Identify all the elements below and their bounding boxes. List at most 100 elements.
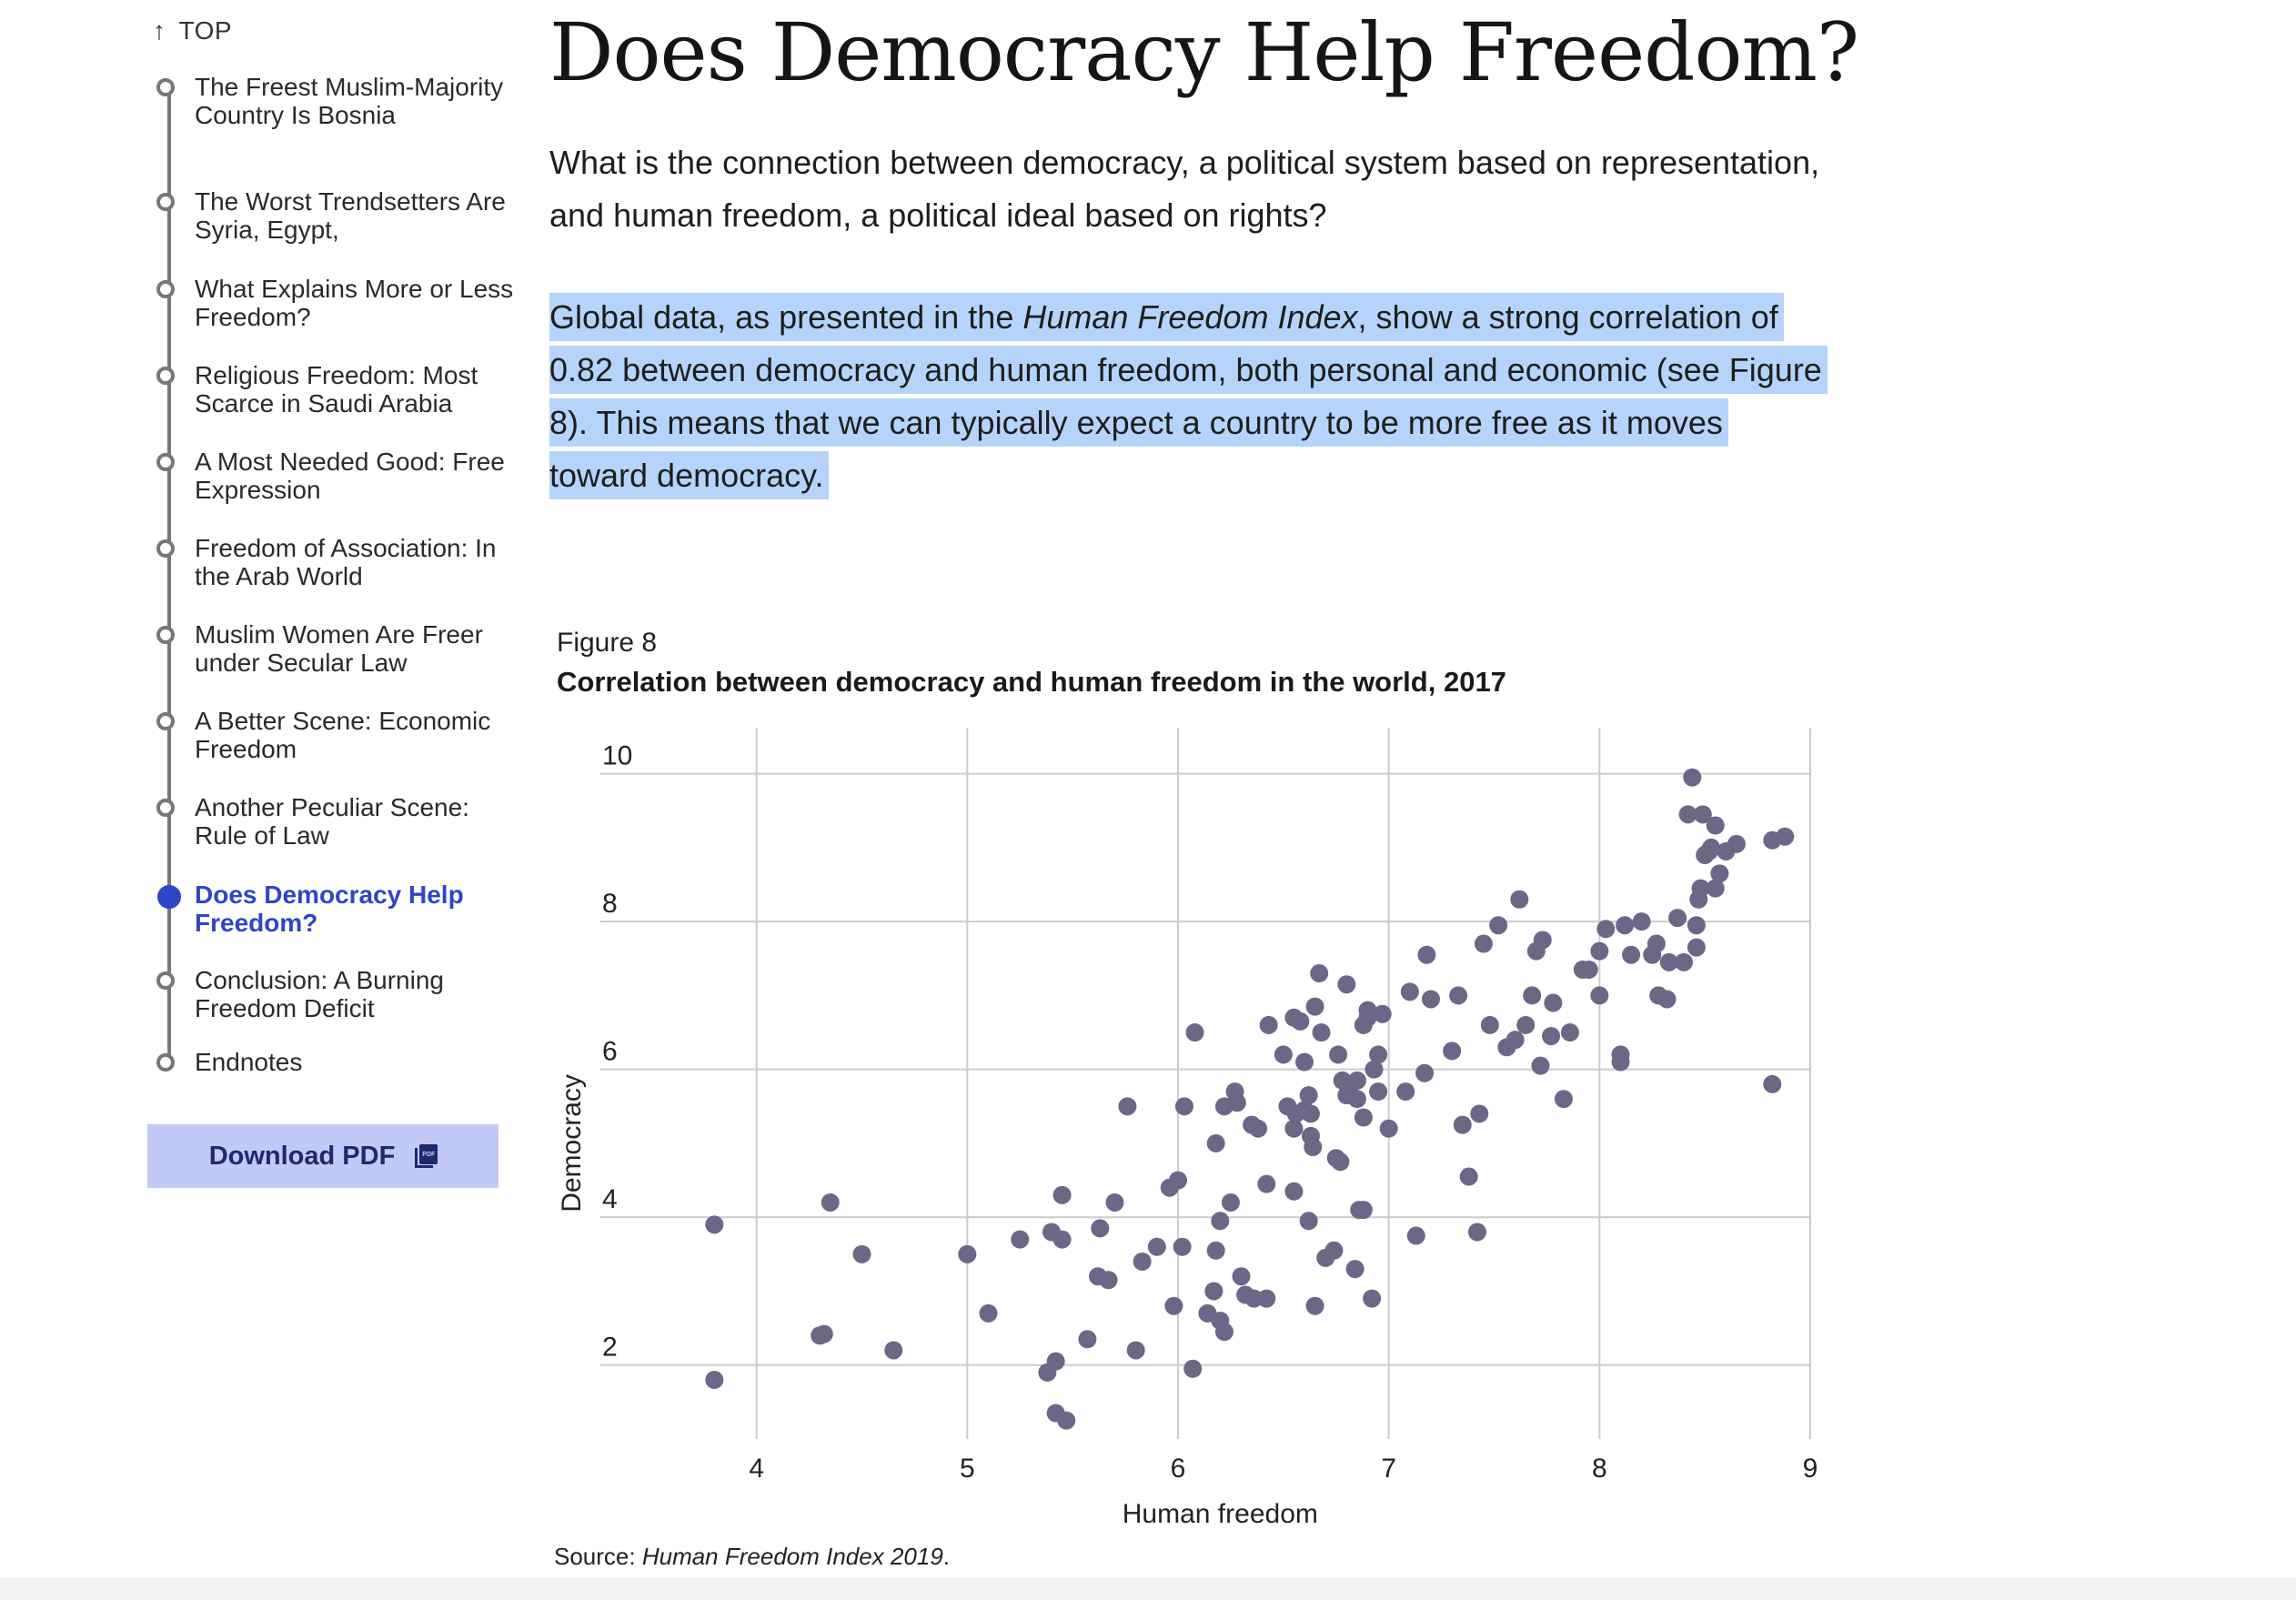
toc-dot-icon <box>156 626 175 644</box>
data-point <box>1257 1174 1276 1193</box>
data-point <box>1659 952 1678 971</box>
data-point <box>1369 1082 1388 1102</box>
data-point <box>1406 1226 1425 1245</box>
data-point <box>1305 1296 1324 1315</box>
data-point <box>1345 1260 1365 1279</box>
data-point <box>1052 1230 1072 1249</box>
data-point <box>1449 986 1468 1005</box>
y-tick-label: 2 <box>602 1333 618 1363</box>
data-point <box>1204 1282 1224 1301</box>
data-point <box>1776 827 1795 846</box>
y-axis-label: Democracy <box>557 1074 587 1213</box>
bottom-scroll-bar <box>0 1578 2296 1600</box>
data-point <box>1675 952 1693 971</box>
data-point <box>1310 964 1329 983</box>
source-title: Human Freedom Index 2019 <box>641 1543 943 1570</box>
data-point <box>1657 990 1677 1009</box>
data-point <box>1301 1104 1320 1123</box>
data-point <box>1274 1045 1293 1064</box>
data-point <box>1133 1252 1152 1271</box>
x-tick-label: 4 <box>749 1454 764 1484</box>
data-point <box>1232 1267 1251 1286</box>
data-point <box>1118 1097 1137 1116</box>
data-point <box>1531 1056 1550 1075</box>
figure-label: Figure 8 <box>557 628 658 658</box>
data-point <box>1590 986 1609 1005</box>
download-pdf-label: Download PDF <box>208 1141 396 1171</box>
toc-item-label: Conclusion: A Burning Freedom Deficit <box>195 966 444 1022</box>
data-point <box>1206 1241 1225 1260</box>
data-point <box>1046 1352 1065 1371</box>
arrow-up-icon: ↑ <box>153 16 166 45</box>
data-point <box>1057 1411 1076 1430</box>
toc-item-label: A Most Needed Good: Free Expression <box>195 448 505 504</box>
data-point <box>1706 879 1725 898</box>
back-to-top-link[interactable]: ↑ TOP <box>153 16 232 45</box>
data-point <box>1183 1359 1203 1378</box>
toc-item-label: Freedom of Association: In the Arab Worl… <box>195 534 497 590</box>
toc-dot-icon <box>156 367 175 385</box>
x-tick-label: 9 <box>1803 1454 1818 1484</box>
data-point <box>979 1303 998 1323</box>
pdf-icon: PDF <box>415 1144 438 1168</box>
data-point <box>1554 1090 1573 1109</box>
data-point <box>852 1244 871 1263</box>
selected-paragraph: Global data, as presented in the Human F… <box>549 291 1828 502</box>
data-point <box>1474 934 1493 953</box>
toc-dot-icon <box>156 280 175 298</box>
data-point <box>1544 993 1563 1012</box>
data-point <box>1622 945 1641 964</box>
data-point <box>1337 975 1356 994</box>
data-point <box>1683 768 1702 787</box>
data-point <box>1347 1090 1366 1109</box>
x-axis-label: Human freedom <box>1123 1499 1318 1529</box>
data-point <box>1467 1223 1486 1242</box>
x-tick-label: 5 <box>960 1454 975 1484</box>
data-point <box>1560 1023 1579 1042</box>
data-point <box>1091 1219 1110 1238</box>
data-point <box>1206 1133 1225 1152</box>
toc-item-label: Religious Freedom: Most Scarce in Saudi … <box>195 361 478 418</box>
paragraph-text-end: , show a strong correlation of 0.82 betw… <box>549 298 1822 494</box>
data-point <box>1687 938 1706 957</box>
data-point <box>1396 1082 1415 1102</box>
data-point <box>1706 816 1725 835</box>
x-tick-label: 6 <box>1171 1454 1186 1484</box>
y-tick-label: 6 <box>602 1037 618 1067</box>
data-point <box>884 1341 903 1360</box>
data-point <box>1542 1027 1561 1046</box>
data-point <box>1214 1323 1234 1342</box>
data-point <box>1257 1289 1276 1308</box>
toc-dot-icon <box>156 712 175 730</box>
data-point <box>1299 1212 1318 1231</box>
data-point <box>1678 805 1697 824</box>
data-point <box>1687 916 1706 935</box>
data-point <box>1305 997 1324 1016</box>
y-tick-label: 8 <box>602 889 618 919</box>
data-point <box>1533 931 1552 950</box>
toc-dot-icon <box>156 453 175 471</box>
page-title: Does Democracy Help Freedom? <box>549 5 1859 99</box>
download-pdf-button[interactable]: Download PDF PDF <box>147 1124 498 1188</box>
toc-item-label: Another Peculiar Scene: Rule of Law <box>195 793 469 850</box>
data-point <box>1668 909 1687 928</box>
data-point <box>1516 1015 1536 1034</box>
data-point <box>1505 1031 1525 1050</box>
data-point <box>1596 920 1616 939</box>
data-point <box>1443 1042 1462 1061</box>
paragraph-text-start: Global data, as presented in the <box>549 298 1023 336</box>
toc-item-label: What Explains More or Less Freedom? <box>195 275 514 331</box>
data-point <box>1329 1045 1348 1064</box>
data-point <box>821 1192 840 1212</box>
data-point <box>1363 1289 1382 1308</box>
data-point <box>1284 1182 1304 1201</box>
data-point <box>1284 1119 1304 1138</box>
toc-dot-icon <box>156 193 175 211</box>
data-point <box>1480 1015 1499 1034</box>
toc-dot-icon <box>156 971 175 990</box>
data-point <box>1422 990 1440 1009</box>
data-point <box>1365 1060 1384 1079</box>
data-point <box>1259 1015 1278 1034</box>
paragraph-italic-source: Human Freedom Index <box>1022 298 1358 336</box>
data-point <box>1211 1212 1230 1231</box>
